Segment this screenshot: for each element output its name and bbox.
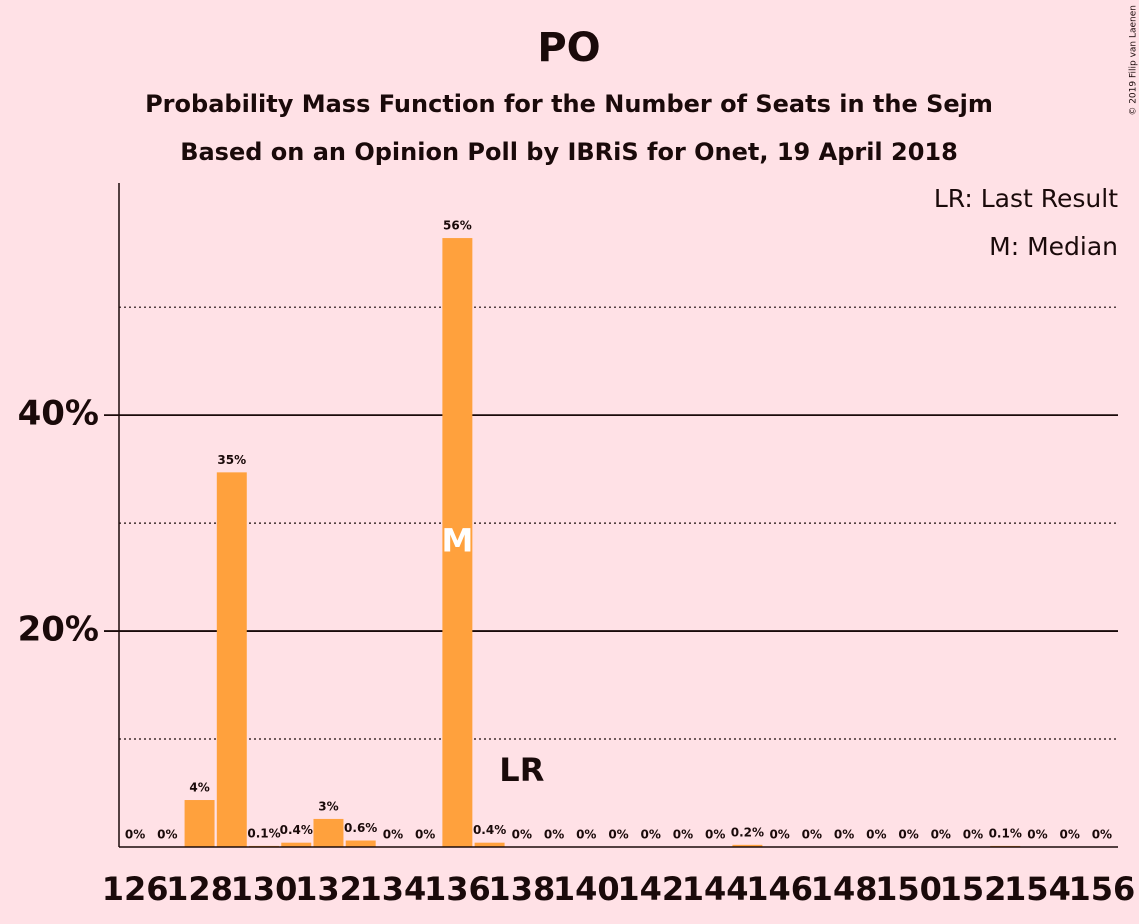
x-tick-label: 138 [488, 870, 555, 908]
bar [732, 844, 763, 847]
value-label: 0% [1027, 828, 1047, 842]
chart-subtitle: Probability Mass Function for the Number… [145, 90, 993, 118]
value-label: 0% [641, 828, 661, 842]
value-label: 0% [834, 828, 854, 842]
value-label: 0% [157, 828, 177, 842]
value-label: 0.6% [344, 821, 377, 835]
value-label: 0% [576, 828, 596, 842]
value-label: 0.4% [280, 823, 313, 837]
value-label: 0% [963, 828, 983, 842]
value-label: 0% [512, 828, 532, 842]
value-label: 0.1% [989, 826, 1022, 840]
value-label: 0.1% [247, 826, 280, 840]
x-tick-label: 146 [746, 870, 813, 908]
x-tick-label: 142 [617, 870, 684, 908]
x-tick-label: 154 [1004, 870, 1071, 908]
x-tick-label: 152 [940, 870, 1007, 908]
y-tick-label: 40% [18, 394, 99, 434]
annotation: M [441, 522, 473, 560]
value-label: 0% [608, 828, 628, 842]
bar [474, 842, 505, 847]
chart-subtitle: Based on an Opinion Poll by IBRiS for On… [180, 138, 958, 166]
x-tick-label: 126 [102, 870, 169, 908]
x-tick-label: 134 [360, 870, 427, 908]
value-label: 0% [898, 828, 918, 842]
annotation: LR [499, 751, 544, 789]
copyright: © 2019 Filip van Laenen [1129, 5, 1139, 116]
x-tick-label: 140 [553, 870, 620, 908]
value-label: 0% [1059, 828, 1079, 842]
bar [442, 238, 473, 847]
legend-entry: LR: Last Result [934, 184, 1118, 213]
value-label: 4% [189, 781, 209, 795]
x-tick-label: 156 [1068, 870, 1135, 908]
value-label: 0% [125, 828, 145, 842]
legend-entry: M: Median [989, 232, 1118, 261]
value-label: 0% [866, 828, 886, 842]
bar [313, 818, 344, 847]
value-label: 0% [544, 828, 564, 842]
value-label: 0% [415, 828, 435, 842]
value-label: 0.2% [731, 825, 764, 839]
x-tick-label: 128 [166, 870, 233, 908]
value-label: 3% [318, 799, 338, 813]
value-label: 0% [802, 828, 822, 842]
value-label: 0% [673, 828, 693, 842]
value-label: 0% [383, 828, 403, 842]
bar [281, 842, 312, 847]
value-label: 56% [443, 219, 472, 233]
chart-title: PO [537, 25, 600, 71]
x-tick-label: 144 [682, 870, 749, 908]
x-tick-label: 148 [811, 870, 878, 908]
x-tick-label: 132 [295, 870, 362, 908]
value-label: 35% [217, 453, 246, 467]
value-label: 0.4% [473, 823, 506, 837]
value-label: 0% [769, 828, 789, 842]
x-tick-label: 130 [231, 870, 298, 908]
value-label: 0% [1092, 828, 1112, 842]
x-tick-label: 150 [875, 870, 942, 908]
bar [345, 840, 376, 847]
y-tick-label: 20% [18, 610, 99, 650]
x-tick-label: 136 [424, 870, 491, 908]
value-label: 0% [931, 828, 951, 842]
value-label: 0% [705, 828, 725, 842]
bar [216, 472, 247, 847]
bar [184, 800, 215, 847]
